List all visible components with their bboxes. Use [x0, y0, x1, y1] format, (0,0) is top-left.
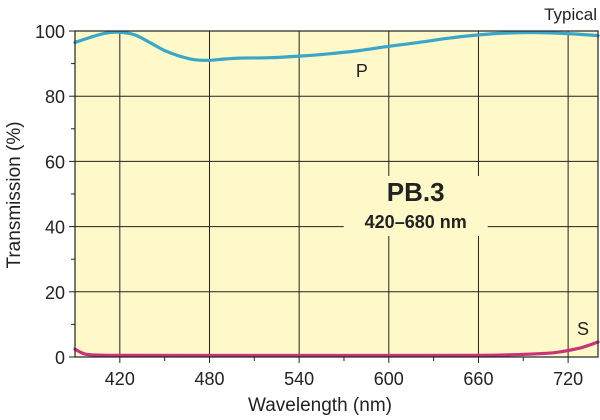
annotation-title: PB.3: [387, 177, 445, 207]
series-label-s: S: [577, 319, 589, 339]
x-tick-label: 660: [463, 369, 493, 389]
axis-ticks: 420 480 540 600 660 720 0 20 40 60 80 100: [35, 22, 583, 389]
x-tick-label: 720: [553, 369, 583, 389]
annotation-subtitle: 420–680 nm: [365, 212, 467, 232]
y-axis-label: Transmission (%): [4, 121, 25, 268]
plot-area: [75, 31, 598, 357]
y-tick-label: 80: [45, 87, 65, 107]
x-tick-label: 480: [194, 369, 224, 389]
y-tick-label: 0: [55, 348, 65, 368]
annotation-background: [343, 176, 488, 236]
series-label-p: P: [356, 61, 368, 81]
x-tick-label: 600: [374, 369, 404, 389]
y-tick-label: 60: [45, 152, 65, 172]
y-tick-label: 40: [45, 218, 65, 238]
y-tick-label: 20: [45, 283, 65, 303]
series-line-p: [73, 30, 600, 62]
series-line-s: [73, 340, 600, 358]
x-axis-label: Wavelength (nm): [248, 395, 392, 416]
y-tick-label: 100: [35, 22, 65, 42]
series-layer: PS: [73, 30, 600, 358]
x-tick-label: 420: [105, 369, 135, 389]
x-tick-label: 540: [284, 369, 314, 389]
corner-label: Typical: [544, 5, 597, 24]
